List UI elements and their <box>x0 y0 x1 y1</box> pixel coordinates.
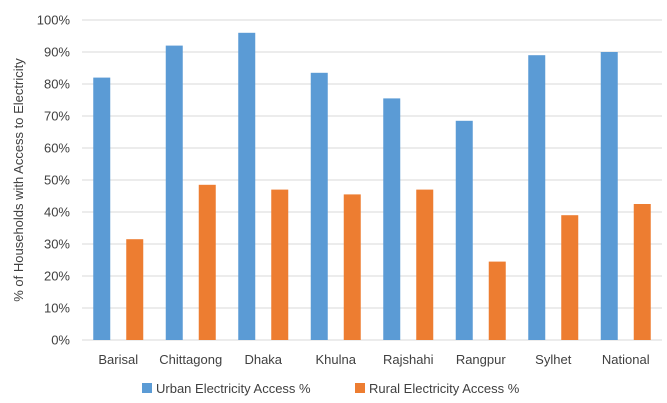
y-tick-label: 100% <box>37 13 71 28</box>
legend-label-rural: Rural Electricity Access % <box>369 381 520 396</box>
legend-swatch-rural <box>355 383 365 393</box>
y-tick-label: 0% <box>51 333 70 348</box>
x-category-label: National <box>602 352 650 367</box>
y-tick-label: 20% <box>44 269 70 284</box>
bar-urban-sylhet <box>528 55 546 340</box>
y-axis-ticks: 0% 10% 20% 30% 40% 50% 60% 70% 80% 90% 100% <box>37 13 71 348</box>
legend: Urban Electricity Access % Rural Electri… <box>142 381 520 396</box>
bar-urban-rangpur <box>455 120 473 340</box>
bar-rural-barisal <box>126 239 144 340</box>
y-tick-label: 30% <box>44 237 70 252</box>
y-tick-label: 50% <box>44 173 70 188</box>
bar-rural-rangpur <box>488 261 506 340</box>
bar-rural-rajshahi <box>416 189 434 340</box>
y-tick-label: 60% <box>44 141 70 156</box>
bar-rural-khulna <box>343 194 361 340</box>
x-category-label: Dhaka <box>244 352 282 367</box>
bar-urban-chittagong <box>165 45 183 340</box>
bar-rural-national <box>633 204 651 340</box>
y-tick-label: 70% <box>44 109 70 124</box>
bar-rural-sylhet <box>561 215 579 340</box>
y-tick-label: 10% <box>44 301 70 316</box>
y-axis-label: % of Households with Access to Electrici… <box>11 58 26 302</box>
y-tick-label: 90% <box>44 45 70 60</box>
x-category-label: Chittagong <box>159 352 222 367</box>
bar-urban-dhaka <box>238 32 256 341</box>
legend-label-urban: Urban Electricity Access % <box>156 381 311 396</box>
bar-rural-dhaka <box>271 189 289 340</box>
bar-urban-national <box>600 52 618 340</box>
x-category-label: Barisal <box>98 352 138 367</box>
x-axis-categories: Barisal Chittagong Dhaka Khulna Rajshahi Rang… <box>98 352 649 367</box>
legend-swatch-urban <box>142 383 152 393</box>
x-category-label: Rangpur <box>456 352 507 367</box>
bar-rural-chittagong <box>198 184 216 340</box>
bar-urban-barisal <box>93 77 111 340</box>
x-category-label: Sylhet <box>535 352 572 367</box>
x-category-label: Khulna <box>316 352 357 367</box>
bar-urban-khulna <box>310 72 328 341</box>
x-category-label: Rajshahi <box>383 352 434 367</box>
y-tick-label: 80% <box>44 77 70 92</box>
y-tick-label: 40% <box>44 205 70 220</box>
bar-urban-rajshahi <box>383 98 401 341</box>
bars <box>93 32 651 341</box>
